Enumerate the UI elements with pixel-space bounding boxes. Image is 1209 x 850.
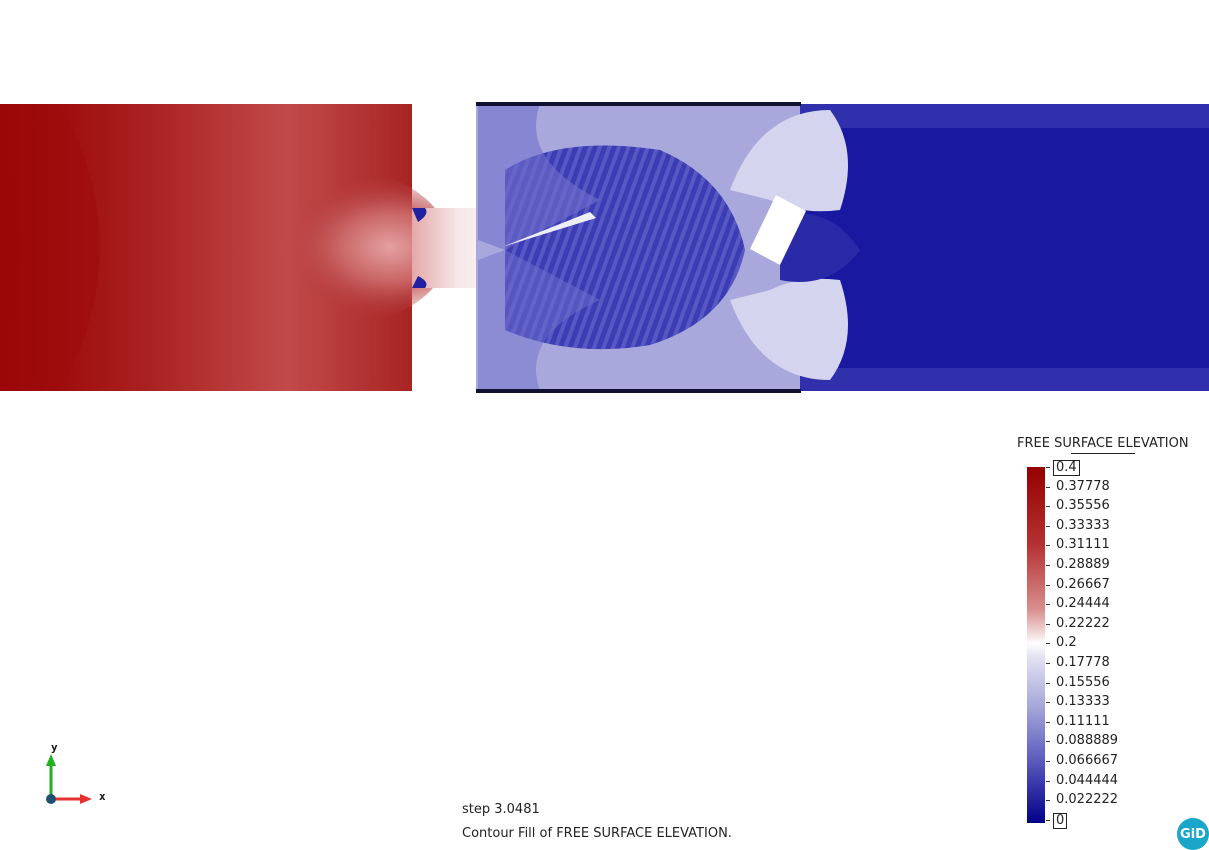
legend-tick	[1046, 741, 1050, 743]
legend-tick	[1046, 702, 1050, 704]
result-description: Contour Fill of FREE SURFACE ELEVATION.	[462, 826, 732, 841]
gid-logo: GiD	[1177, 818, 1209, 850]
legend-label: 0.35556	[1056, 498, 1110, 514]
legend-label: 0.24444	[1056, 596, 1110, 612]
legend-label: 0.088889	[1056, 733, 1119, 749]
legend-label: 0.17778	[1056, 655, 1110, 670]
legend-tick	[1046, 663, 1050, 664]
legend-label: 0.044444	[1056, 772, 1119, 788]
x-axis-label: x	[99, 790, 106, 803]
legend-label: 0.2	[1056, 635, 1077, 651]
legend-tick	[1046, 761, 1050, 762]
legend-label: 0.15556	[1056, 674, 1110, 690]
legend-tick	[1046, 565, 1050, 566]
legend-label: 0.066667	[1056, 753, 1119, 768]
legend-label: 0	[1053, 812, 1068, 829]
legend-tick	[1046, 721, 1050, 723]
legend-label: 0.26667	[1056, 576, 1110, 592]
legend-tick	[1046, 819, 1050, 821]
legend-tick	[1046, 682, 1050, 684]
legend-label: 0.022222	[1056, 792, 1119, 808]
legend-label: 0.31111	[1056, 537, 1110, 553]
legend-tick	[1046, 467, 1050, 468]
legend-label: 0.37778	[1056, 478, 1110, 494]
legend-tick	[1046, 525, 1050, 527]
legend-title-underline	[1071, 453, 1135, 454]
z-axis-dot	[46, 794, 56, 804]
y-axis-label: y	[51, 741, 58, 754]
legend-tick	[1046, 800, 1050, 802]
legend-label: 0.13333	[1056, 694, 1110, 710]
legend-label: 0.33333	[1056, 517, 1110, 533]
legend-title: FREE SURFACE ELEVATION	[1017, 436, 1189, 451]
legend-color-bar	[1027, 467, 1045, 823]
legend-tick	[1046, 643, 1050, 645]
left-reservoir	[0, 104, 450, 391]
legend-label: 0.22222	[1056, 615, 1110, 631]
right-basin	[476, 102, 1209, 393]
axis-triad-icon	[46, 754, 92, 804]
legend-tick	[1046, 780, 1050, 782]
obstacle-block	[750, 195, 806, 265]
legend-label: 0.28889	[1056, 557, 1110, 572]
legend-tick	[1046, 623, 1050, 625]
legend-tick	[1046, 506, 1050, 508]
legend-tick	[1046, 486, 1050, 488]
legend-tick	[1046, 604, 1050, 606]
legend-label: 0.11111	[1056, 713, 1110, 729]
legend-tick	[1046, 584, 1050, 586]
legend-label: 0.4	[1053, 460, 1080, 476]
step-label: step 3.0481	[462, 802, 540, 817]
legend-tick	[1046, 545, 1050, 547]
